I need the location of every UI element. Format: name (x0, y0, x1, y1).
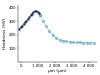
X-axis label: μm (μm): μm (μm) (48, 69, 67, 73)
Y-axis label: Hardness (HV): Hardness (HV) (3, 18, 7, 49)
